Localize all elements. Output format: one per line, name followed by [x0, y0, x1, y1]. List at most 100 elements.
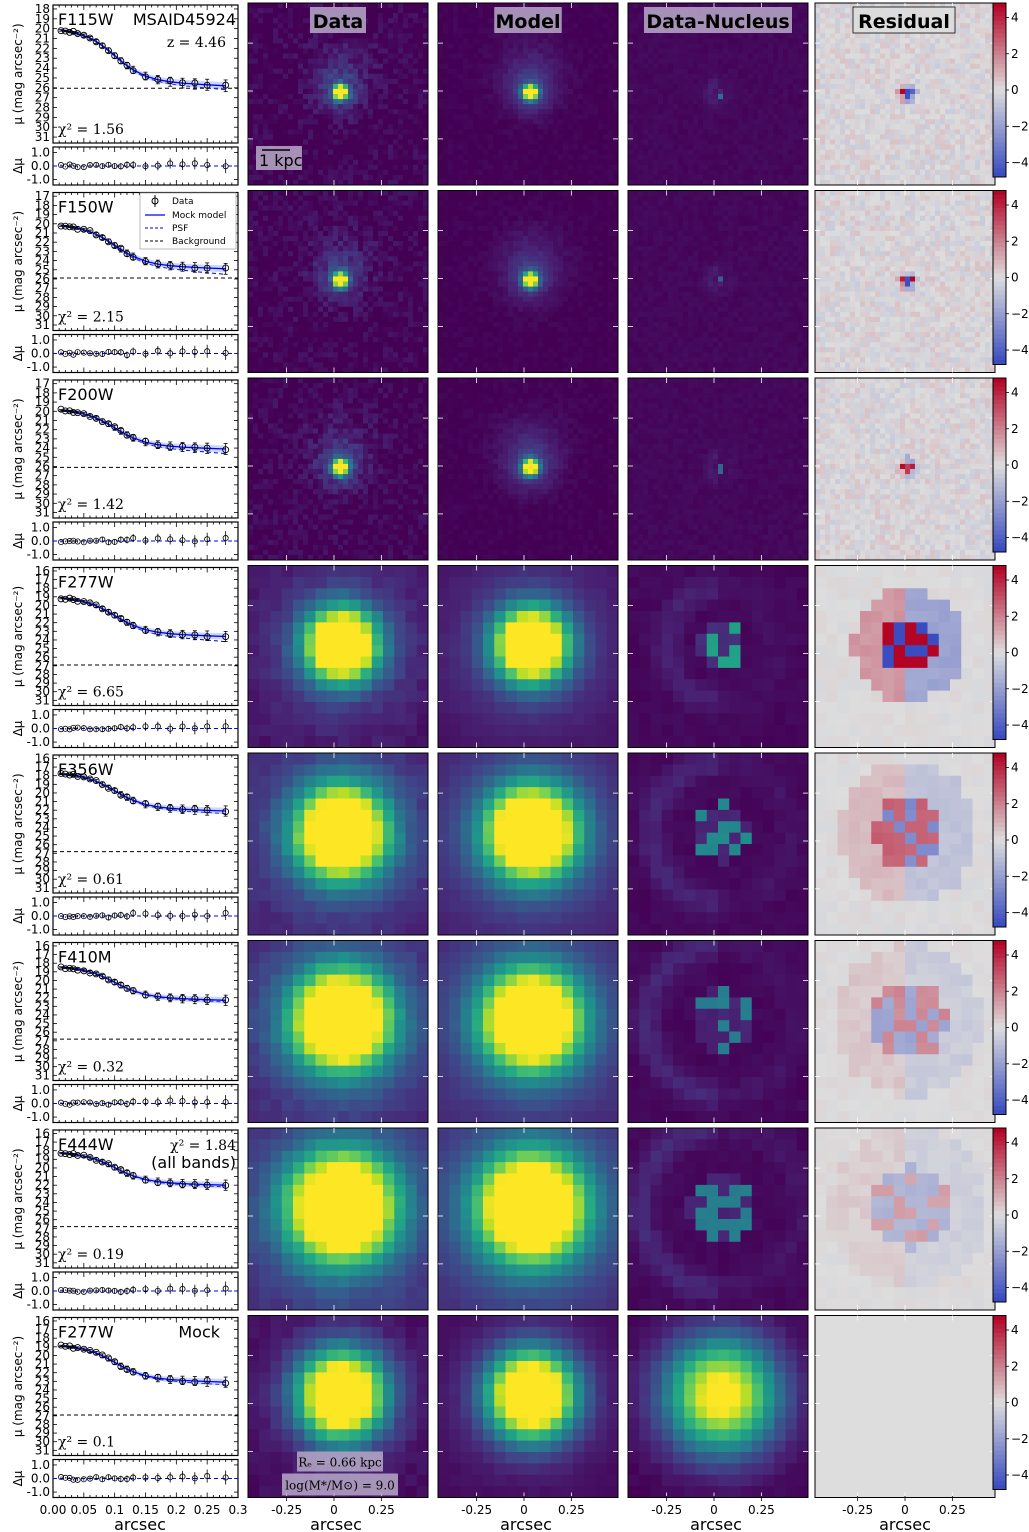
data-point — [86, 775, 94, 783]
resid-point — [111, 1475, 118, 1482]
y-tick-label: 22 — [35, 423, 50, 437]
residual-colorbar: 4 2 0 −2 −4 — [992, 565, 1029, 740]
resid-tick-label: 0.0 — [31, 534, 50, 548]
y-tick-label: 28 — [35, 855, 50, 869]
nucleus-image — [627, 565, 809, 748]
data-point — [86, 599, 94, 607]
resid-point — [154, 912, 161, 919]
resid-point — [66, 161, 73, 168]
resid-tick-label: -1.0 — [27, 923, 50, 937]
resid-point — [222, 1474, 229, 1481]
resid-point — [87, 1475, 94, 1482]
data-point — [92, 414, 100, 422]
resid-point — [74, 1476, 81, 1483]
residual-ylabel: Δμ — [11, 1283, 25, 1299]
image-x-tick: -0.25 — [842, 1503, 873, 1517]
data-point — [92, 601, 100, 609]
y-tick-label: 20 — [35, 1348, 50, 1362]
y-tick-label: 18 — [35, 581, 50, 595]
resid-point — [93, 350, 100, 357]
data-point — [61, 1342, 69, 1350]
y-tick-label: 23 — [35, 51, 50, 65]
profile-ylabel: μ (mag arcsec⁻²) — [11, 773, 25, 874]
data-point — [154, 992, 162, 1000]
data-point — [111, 52, 119, 60]
resid-point — [117, 1099, 124, 1106]
data-point — [179, 631, 186, 639]
resid-point — [191, 538, 198, 545]
y-tick-label: 18 — [35, 198, 50, 212]
data-point — [105, 1160, 112, 1168]
resid-point — [154, 1099, 161, 1106]
resid-tick-label: 1.0 — [31, 333, 50, 347]
chi2-label: χ² = 0.1 — [58, 1435, 115, 1451]
data-point — [142, 1176, 149, 1184]
image-x-tick: 0 — [330, 1503, 338, 1517]
y-tick-label: 18 — [35, 769, 50, 783]
data-image — [247, 2, 429, 186]
image-x-tick: -0.25 — [651, 1503, 682, 1517]
colorbar-tick-label: 2 — [1011, 1172, 1019, 1186]
y-tick-label: 24 — [35, 633, 50, 647]
data-point — [66, 594, 74, 602]
colorbar-tick-label: −2 — [1011, 1432, 1029, 1446]
resid-point — [105, 539, 112, 546]
resid-point — [124, 1476, 131, 1483]
annotations: MSAID45924 z = 4.46 1 kpc χ² = 1.84(all ban… — [133, 10, 398, 1496]
resid-point — [204, 536, 211, 543]
legend: Data Mock model PSF Background — [139, 192, 237, 250]
model-image — [437, 752, 619, 936]
image-x-tick: 0.25 — [368, 1503, 395, 1517]
column-title-1: Model — [496, 11, 561, 33]
data-point — [129, 434, 137, 442]
resid-tick-label: 1.0 — [31, 1083, 50, 1097]
resid-tick-label: 0.0 — [31, 1284, 50, 1298]
resid-point — [87, 1287, 94, 1294]
residual-image — [814, 565, 996, 748]
y-tick-label: 16 — [35, 564, 50, 578]
y-tick-label: 20 — [35, 1161, 50, 1175]
profile-x-tick: 0.15 — [132, 1503, 159, 1517]
image-frame — [437, 752, 619, 936]
colorbar-tick-label: −2 — [1011, 494, 1029, 508]
data-image — [247, 752, 429, 936]
data-point — [203, 81, 211, 89]
profile-x-tick: 0.05 — [70, 1503, 97, 1517]
image-frame — [437, 1127, 619, 1311]
resid-point — [62, 914, 69, 921]
data-point — [166, 443, 174, 451]
y-tick-label: 30 — [35, 496, 50, 510]
data-point — [123, 250, 131, 258]
data-point — [129, 1368, 137, 1376]
resid-point — [74, 538, 81, 545]
colorbar-tick-label: 4 — [1011, 198, 1019, 212]
resid-point — [70, 1287, 77, 1294]
data-point — [105, 420, 112, 428]
colorbar-tick-label: −2 — [1011, 869, 1029, 883]
resid-point — [93, 912, 100, 919]
resid-point — [99, 1100, 106, 1107]
data-point — [111, 611, 119, 619]
data-point — [111, 787, 119, 795]
data-point — [117, 791, 125, 799]
resid-point — [117, 1288, 124, 1295]
colorbar-tick-label: 4 — [1011, 1323, 1019, 1337]
chi2-label: χ² = 0.19 — [58, 1247, 124, 1263]
profile-ylabel: μ (mag arcsec⁻²) — [11, 961, 25, 1062]
all-bands-label: (all bands) — [151, 1153, 236, 1172]
colorbar-tick-label: −2 — [1011, 1057, 1029, 1071]
nucleus-image — [627, 2, 809, 186]
resid-tick-label: 1.0 — [31, 708, 50, 722]
image-frame — [437, 377, 619, 561]
profile-ylabel: μ (mag arcsec⁻²) — [11, 1148, 25, 1249]
resid-point — [222, 163, 229, 170]
row-f444w-6: 16171819202122232425262728293031F444Wχ² … — [11, 1126, 1029, 1311]
resid-point — [99, 1287, 106, 1294]
y-tick-label: 24 — [35, 1008, 50, 1022]
data-point — [123, 431, 131, 439]
residual-colorbar: 4 2 0 −2 −4 — [992, 940, 1029, 1115]
residual-profile-panel: 1.00.0-1.0Δμ — [11, 1270, 239, 1312]
resid-point — [204, 1473, 211, 1480]
data-point — [86, 227, 94, 235]
